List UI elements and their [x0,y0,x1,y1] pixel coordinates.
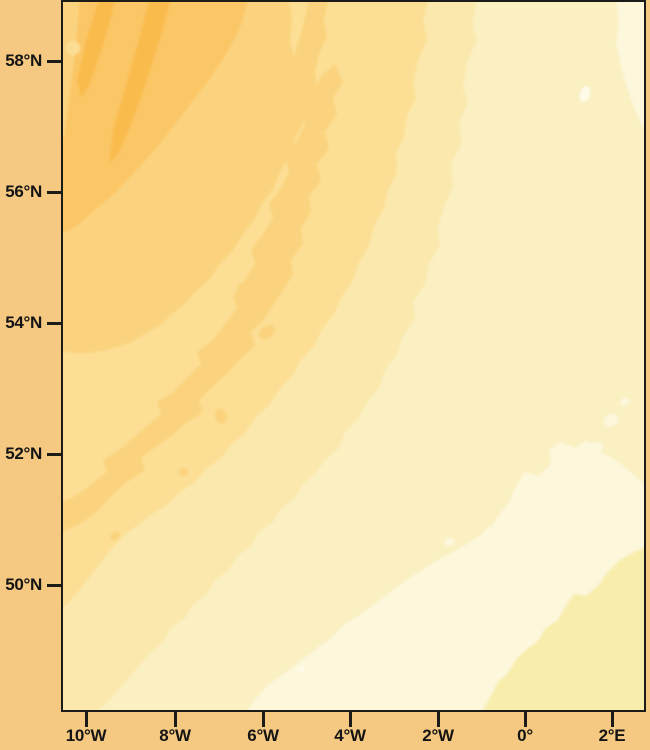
x-axis-label-2e: 2°E [598,726,626,745]
x-axis-label-10w: 10°W [65,726,107,745]
x-axis-tick [85,711,88,727]
x-axis-tick [611,711,614,727]
palest-spot [579,86,591,102]
ridge-blob [281,92,289,104]
contour-level-1-blob [317,642,333,654]
contour-level-6-region [63,2,248,233]
contour-ridge-level-5 [63,64,343,532]
contour-level-5-edge-sliver [63,2,80,142]
contour-level-1-blob [620,397,630,407]
y-axis-tick [47,584,63,587]
x-axis-label-4w: 4°W [334,726,366,745]
x-axis-label-2w: 2°W [422,726,454,745]
x-axis-tick [262,711,265,727]
contour-level-1-blob [603,413,619,427]
contour-level-4-notch [289,2,309,56]
corner-band-blob [581,603,593,613]
contour-level-2-blob [440,245,454,263]
x-axis-label-6w: 6°W [247,726,279,745]
x-axis-tick [174,711,177,727]
ridge-blob [110,531,120,541]
y-axis-tick [47,191,63,194]
contour-level-7-streak [77,2,115,98]
contour-level-1-southeast-swath [246,440,646,711]
x-axis-label-0: 0° [517,726,533,745]
ridge-blob [178,468,188,476]
y-axis-label-58n: 58°N [5,51,42,70]
ridge-blob [214,408,228,424]
x-axis-tick [349,711,352,727]
contour-bands [63,2,646,711]
contour-level-7-streak [109,2,171,164]
y-axis-label-54n: 54°N [5,313,42,332]
y-axis-tick [47,453,63,456]
palest-spot [299,666,305,672]
contour-level-1-blob [444,538,454,546]
y-axis-label-56n: 56°N [5,182,42,201]
y-axis-tick [47,322,63,325]
y-axis-label-50n: 50°N [5,575,42,594]
x-axis-tick [437,711,440,727]
ridge-blob [258,324,276,340]
corner-band-blob [555,628,571,640]
map-plot-area [63,2,646,711]
ridge-blob [236,282,250,294]
y-axis-tick [47,60,63,63]
contour-level-1-blob [483,525,503,539]
x-axis-label-8w: 8°W [159,726,191,745]
contour-level-1-topright-corner [616,2,646,130]
contour-level-4-spot [66,41,80,55]
y-axis-label-52n: 52°N [5,444,42,463]
x-axis-tick [524,711,527,727]
contour-level-2-blob [428,294,438,306]
contour-level-1-blob [582,441,604,459]
